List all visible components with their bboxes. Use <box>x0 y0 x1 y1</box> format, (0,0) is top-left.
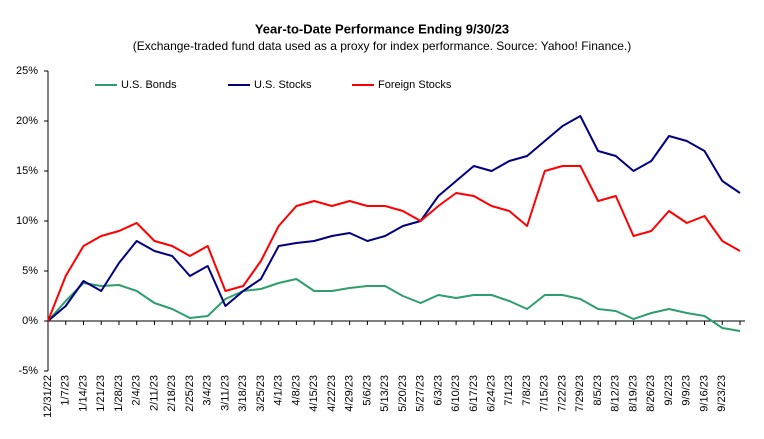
x-tick-label: 1/21/23 <box>95 375 107 412</box>
y-tick-label: 25% <box>16 65 38 77</box>
x-tick-label: 6/24/23 <box>485 375 497 412</box>
x-tick-label: 4/15/23 <box>308 375 320 412</box>
y-tick-label: 15% <box>16 165 38 177</box>
x-tick-label: 8/12/23 <box>610 375 622 412</box>
y-tick-label: -5% <box>18 365 38 377</box>
x-tick-label: 12/31/22 <box>42 375 54 418</box>
y-tick-label: 5% <box>22 265 38 277</box>
x-tick-label: 1/28/23 <box>113 375 125 412</box>
series-line <box>47 115 741 322</box>
x-tick-label: 9/16/23 <box>698 375 710 412</box>
x-tick-label: 9/23/23 <box>716 375 728 412</box>
x-tick-label: 8/5/23 <box>592 375 604 406</box>
x-tick-label: 1/7/23 <box>60 375 72 406</box>
x-tick-label: 4/8/23 <box>290 375 302 406</box>
series-line <box>47 278 741 332</box>
x-tick-label: 8/26/23 <box>645 375 657 412</box>
x-tick-label: 8/19/23 <box>627 375 639 412</box>
series-line <box>47 165 741 322</box>
x-tick-label: 5/20/23 <box>397 375 409 412</box>
x-tick-label: 5/13/23 <box>379 375 391 412</box>
chart-title: Year-to-Date Performance Ending 9/30/23 <box>255 21 509 36</box>
x-tick-label: 4/1/23 <box>273 375 285 406</box>
x-tick-label: 3/25/23 <box>255 375 267 412</box>
x-tick-label: 2/4/23 <box>131 375 143 406</box>
x-tick-label: 3/11/23 <box>219 375 231 411</box>
x-tick-label: 3/18/23 <box>237 375 249 412</box>
y-tick-label: 0% <box>22 315 38 327</box>
x-tick-label: 5/6/23 <box>361 375 373 406</box>
x-tick-label: 6/3/23 <box>432 375 444 406</box>
x-tick-label: 6/10/23 <box>450 375 462 412</box>
legend-label: U.S. Stocks <box>254 79 312 91</box>
x-tick-label: 4/22/23 <box>326 375 338 412</box>
x-tick-label: 7/29/23 <box>574 375 586 412</box>
y-tick-label: 10% <box>16 215 38 227</box>
x-tick-label: 2/18/23 <box>166 375 178 412</box>
x-tick-label: 1/14/23 <box>77 375 89 412</box>
x-tick-label: 7/15/23 <box>539 375 551 412</box>
legend-label: Foreign Stocks <box>378 79 452 91</box>
x-tick-label: 2/25/23 <box>184 375 196 412</box>
chart-subtitle: (Exchange-traded fund data used as a pro… <box>133 39 632 53</box>
x-tick-label: 7/8/23 <box>521 375 533 406</box>
x-tick-label: 6/17/23 <box>468 375 480 412</box>
x-tick-label: 7/22/23 <box>556 375 568 412</box>
y-tick-label: 20% <box>16 115 38 127</box>
legend-label: U.S. Bonds <box>121 79 177 91</box>
x-tick-label: 5/27/23 <box>415 375 427 412</box>
x-tick-label: 9/9/23 <box>681 375 693 406</box>
x-tick-label: 7/1/23 <box>503 375 515 406</box>
x-tick-label: 2/11/23 <box>148 375 160 411</box>
x-tick-label: 3/4/23 <box>202 375 214 406</box>
x-tick-label: 4/29/23 <box>344 375 356 412</box>
x-tick-label: 9/2/23 <box>663 375 675 406</box>
